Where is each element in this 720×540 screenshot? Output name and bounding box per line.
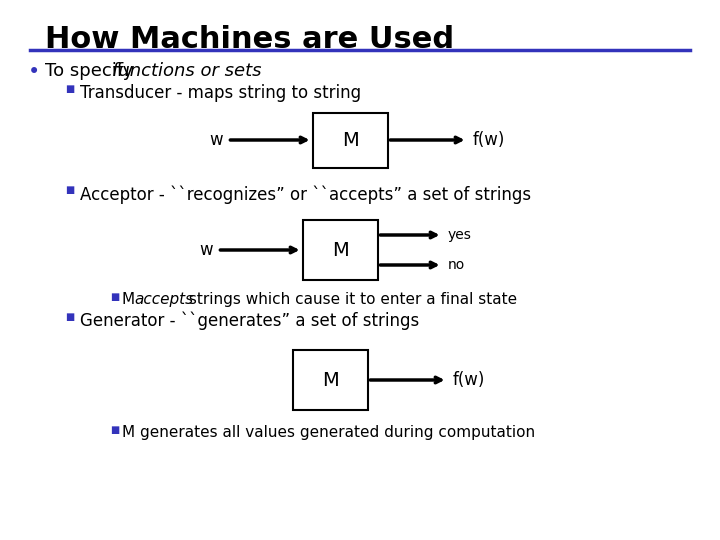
Text: functions or sets: functions or sets	[112, 62, 261, 80]
Text: f(w): f(w)	[452, 371, 485, 389]
Text: Acceptor - ``recognizes” or ``accepts” a set of strings: Acceptor - ``recognizes” or ``accepts” a…	[80, 185, 531, 204]
Text: •: •	[28, 62, 40, 82]
Text: M: M	[341, 131, 359, 150]
Bar	[312, 112, 387, 167]
Text: ■: ■	[65, 312, 74, 322]
Text: f(w): f(w)	[472, 131, 505, 149]
Text: M generates all values generated during computation: M generates all values generated during …	[122, 425, 535, 440]
Bar	[302, 220, 377, 280]
Text: ■: ■	[65, 84, 74, 94]
Text: w: w	[199, 241, 212, 259]
Text: strings which cause it to enter a final state: strings which cause it to enter a final …	[184, 292, 517, 307]
Text: accepts: accepts	[134, 292, 193, 307]
Text: no: no	[448, 258, 464, 272]
Text: ■: ■	[110, 425, 120, 435]
Text: Generator - ``generates” a set of strings: Generator - ``generates” a set of string…	[80, 312, 419, 330]
Text: Transducer - maps string to string: Transducer - maps string to string	[80, 84, 361, 102]
Text: M: M	[122, 292, 140, 307]
Text: To specify: To specify	[45, 62, 139, 80]
Text: M: M	[322, 370, 338, 389]
Text: ■: ■	[65, 185, 74, 195]
Text: How Machines are Used: How Machines are Used	[45, 25, 454, 54]
Text: M: M	[332, 240, 348, 260]
Text: ■: ■	[110, 292, 120, 302]
Bar	[292, 350, 367, 410]
Text: yes: yes	[448, 228, 472, 242]
Text: w: w	[209, 131, 222, 149]
